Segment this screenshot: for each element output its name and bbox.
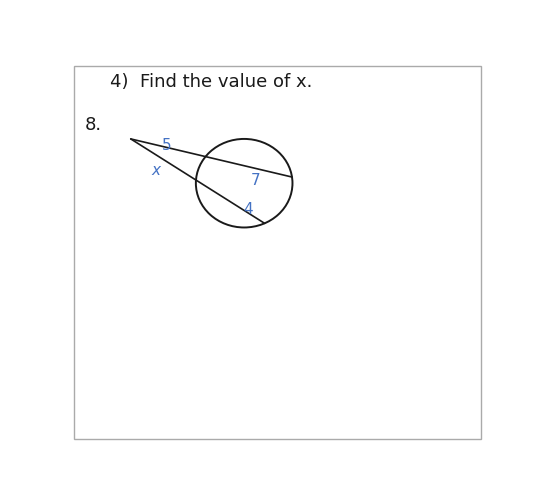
Text: x: x xyxy=(152,163,161,178)
Text: 4: 4 xyxy=(243,202,253,216)
Text: 4)  Find the value of x.: 4) Find the value of x. xyxy=(109,74,312,92)
Text: 5: 5 xyxy=(162,138,171,154)
Text: 8.: 8. xyxy=(85,116,102,134)
Text: 7: 7 xyxy=(251,172,261,188)
